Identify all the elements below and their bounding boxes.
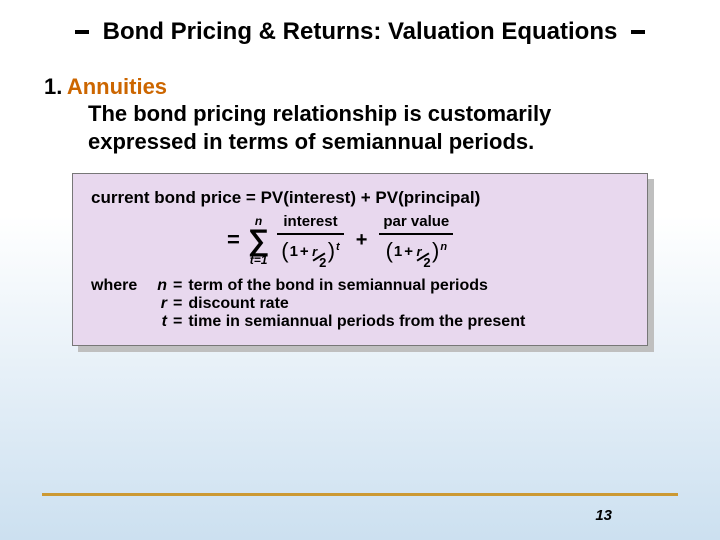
where-line-t: t = time in semiannual periods from the … [91,313,629,331]
section-heading: Annuities [67,74,167,99]
section-desc-line1: The bond pricing relationship is customa… [44,100,676,128]
slide-title-row: Bond Pricing & Returns: Valuation Equati… [0,0,720,46]
section-line: 1. Annuities [44,74,676,100]
frac1-numerator: interest [279,214,341,233]
frac1-denominator: ( 1 + r 2 ) t [277,235,343,267]
eq-rhs1: PV(interest) [261,188,356,207]
r-over-2-right: r 2 [416,247,430,267]
title-dash-right [631,30,645,34]
sigma-lower: t=1 [250,254,268,266]
frac2-denominator: ( 1 + r 2 ) n [382,235,452,267]
plus-sign: + [356,229,368,252]
equation-line2: = n ∑ t=1 interest ( 1 + r [227,214,629,267]
sigma-symbol: ∑ [248,227,269,254]
r-over-2-left: r 2 [312,247,326,267]
eq-lhs: current bond price [91,188,241,207]
equals-sign: = [227,227,240,253]
formula-container: current bond price = PV(interest) + PV(p… [72,173,648,346]
where-line-r: r = discount rate [91,295,629,313]
formula-box: current bond price = PV(interest) + PV(p… [72,173,648,346]
exponent-t: t [336,241,340,253]
section-number: 1. [44,74,62,99]
exponent-n: n [440,241,447,253]
footer-rule [42,493,678,496]
fraction-parvalue: par value ( 1 + r 2 ) n [379,214,453,267]
where-block: where n = term of the bond in semiannual… [91,277,629,331]
page-number: 13 [595,507,612,524]
slide-title: Bond Pricing & Returns: Valuation Equati… [103,18,618,46]
frac2-numerator: par value [379,214,453,233]
body-area: 1. Annuities The bond pricing relationsh… [0,46,720,346]
fraction-interest: interest ( 1 + r 2 ) t [277,214,343,267]
where-line-n: where n = term of the bond in semiannual… [91,277,629,295]
equation-line1: current bond price = PV(interest) + PV(p… [91,188,629,208]
sigma-block: n ∑ t=1 [248,215,269,266]
title-dash-left [75,30,89,34]
eq-rhs2: PV(principal) [375,188,480,207]
section-desc-line2: expressed in terms of semiannual periods… [44,128,676,156]
